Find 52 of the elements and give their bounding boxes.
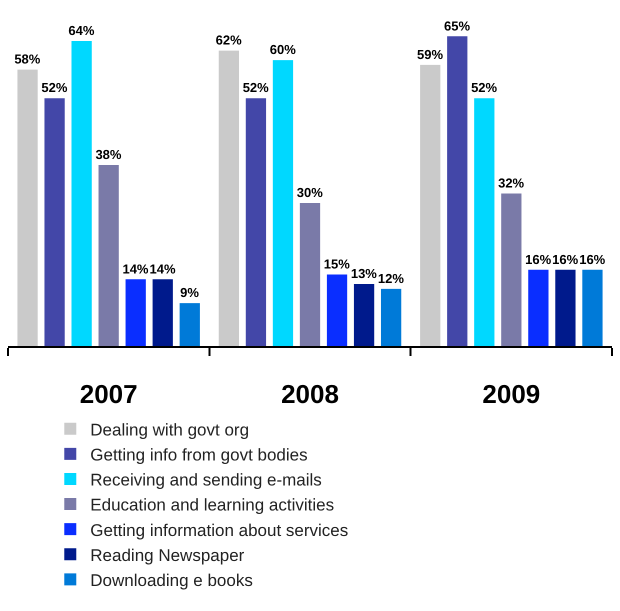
data-label: 58% [14,52,41,67]
data-label: 38% [95,146,122,162]
bar [528,270,549,346]
data-label: 15% [324,256,350,272]
data-label: 16% [525,252,552,267]
data-label: 16% [579,252,606,267]
data-label: 16% [552,252,579,267]
bar [326,274,348,346]
data-label: 59% [416,46,444,62]
data-label: 14% [150,261,176,276]
bar [152,279,173,346]
data-label: 65% [444,18,470,34]
data-label: 12% [378,270,404,286]
data-label: 14% [122,261,149,276]
bar [420,64,440,346]
bar [17,70,38,346]
x-tick-label: 2007 [80,379,138,410]
bar [44,98,65,346]
data-label: 64% [68,23,95,38]
bar [300,203,320,346]
legend-label: Dealing with govt org [90,420,250,440]
bar [501,194,522,346]
data-label: 62% [216,32,242,48]
bar [126,279,146,346]
legend-label: Reading Newspaper [90,546,245,565]
data-label: 13% [350,266,378,282]
data-label: 32% [498,176,525,191]
bar [555,270,576,346]
bar [71,41,92,346]
bar [380,288,402,346]
legend-label: Downloading e books [90,570,253,590]
legend-label: Education and learning activities [90,496,334,515]
bar [447,36,468,346]
bar [180,303,200,346]
legend-label: Getting info from govt bodies [90,445,308,464]
legend-label: Receiving and sending e-mails [90,470,322,490]
data-label: 52% [41,80,68,96]
bar [474,98,494,346]
data-label: 60% [270,42,296,58]
bar [246,98,266,346]
data-label: 30% [296,185,324,200]
bar [354,284,374,346]
data-label: 52% [242,80,270,96]
bar [218,50,240,346]
bar [98,164,119,346]
bar [272,60,294,346]
x-tick-label: 2009 [482,379,540,410]
data-label: 52% [471,80,498,96]
data-label: 9% [180,285,200,300]
legend-label: Getting information about services [90,520,348,540]
bar [582,270,603,346]
x-tick-label: 2008 [281,379,339,410]
